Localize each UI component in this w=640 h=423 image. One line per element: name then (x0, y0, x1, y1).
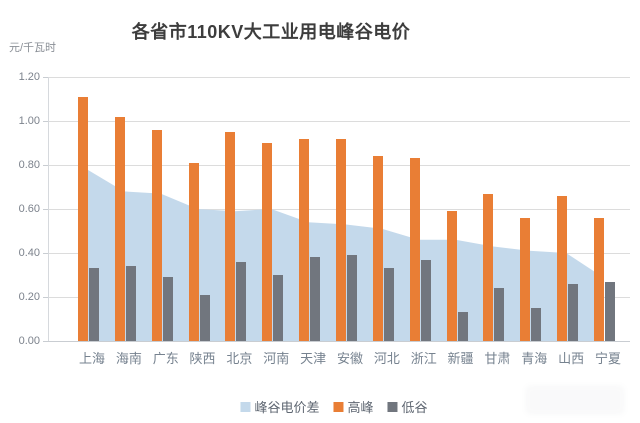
x-axis-label: 山西 (558, 351, 585, 366)
chart-title: 各省市110KV大工业用电峰谷电价 (131, 22, 411, 42)
y-axis-unit-label: 元/千瓦时 (9, 42, 57, 54)
x-axis-label: 上海 (78, 351, 105, 366)
y-axis-label: 1.00 (18, 115, 40, 127)
peak-bar (557, 195, 568, 341)
valley-bar (162, 277, 173, 341)
valley-bar (273, 275, 284, 341)
valley-bar (310, 257, 321, 341)
y-axis-label: 0.40 (18, 247, 40, 259)
x-axis-label: 安徽 (336, 351, 363, 366)
legend-label-diff: 峰谷电价差 (254, 400, 320, 415)
y-axis-tick (43, 209, 48, 210)
valley-bar (531, 308, 542, 341)
peak-bar (372, 156, 383, 341)
x-axis-label: 甘肃 (484, 351, 511, 366)
y-axis-label: 0.00 (18, 335, 40, 347)
peak-bar (262, 143, 273, 341)
valley-bar (199, 294, 210, 341)
x-axis-label: 宁夏 (594, 351, 621, 366)
y-axis-label: 0.80 (18, 159, 40, 171)
y-axis-label: 0.20 (18, 291, 40, 303)
valley-bar (89, 268, 99, 341)
x-axis-label: 天津 (300, 351, 327, 366)
legend-item-diff: 峰谷电价差 (240, 397, 319, 416)
valley-bar (420, 259, 431, 341)
valley-bar (457, 312, 468, 341)
y-axis-tick (43, 77, 48, 78)
x-axis-label: 广东 (152, 351, 179, 366)
valley-bar (568, 283, 579, 341)
valley-bar (125, 266, 136, 341)
peak-bar (225, 132, 236, 341)
x-axis-label: 新疆 (447, 351, 474, 366)
peak-bar (188, 162, 199, 341)
y-axis-tick (43, 341, 48, 342)
valley-bar (236, 261, 247, 341)
x-axis-label: 浙江 (410, 351, 437, 366)
legend-label-valley: 低谷 (401, 400, 428, 415)
watermark (525, 385, 625, 415)
y-axis-tick (43, 253, 48, 254)
x-axis-label: 陕西 (189, 351, 216, 366)
x-axis-label: 海南 (115, 351, 142, 366)
x-axis-label: 河北 (373, 351, 400, 366)
x-axis-label: 河南 (263, 351, 290, 366)
gridline (48, 121, 630, 122)
valley-bar (494, 288, 505, 341)
peak-bar (151, 129, 162, 341)
y-axis-label: 1.20 (18, 71, 40, 83)
peak-bar (299, 138, 310, 341)
legend-item-valley: 低谷 (387, 397, 428, 416)
valley-bar (347, 255, 357, 341)
peak-bar (78, 96, 88, 341)
valley-bar (383, 268, 394, 341)
gridline (48, 77, 630, 78)
legend: 峰谷电价差 高峰 低谷 (240, 397, 428, 416)
y-axis-tick (43, 165, 48, 166)
x-axis-line (48, 341, 630, 342)
y-axis-tick (43, 121, 48, 122)
legend-item-peak: 高峰 (333, 397, 374, 416)
x-axis-label: 青海 (521, 351, 548, 366)
y-axis-line (48, 77, 49, 341)
legend-swatch-valley (387, 401, 398, 412)
peak-bar (446, 211, 457, 341)
legend-swatch-peak (333, 401, 344, 412)
y-axis-tick (43, 297, 48, 298)
peak-bar (483, 193, 494, 341)
legend-label-peak: 高峰 (347, 400, 374, 415)
peak-bar (114, 116, 125, 341)
valley-bar (605, 281, 615, 341)
peak-bar (409, 158, 420, 341)
y-axis-label: 0.60 (18, 203, 40, 215)
peak-bar (594, 217, 604, 341)
legend-swatch-diff (240, 401, 251, 412)
x-axis-label: 北京 (226, 351, 253, 366)
peak-bar (336, 138, 346, 341)
peak-bar (520, 217, 531, 341)
